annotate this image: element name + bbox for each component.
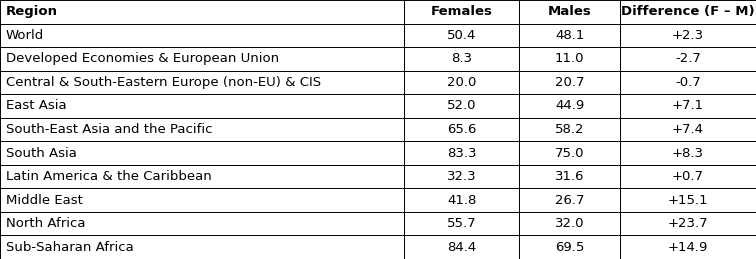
Bar (519, 94, 620, 118)
Bar (519, 235, 620, 259)
Bar (519, 141, 620, 165)
Text: +23.7: +23.7 (668, 217, 708, 230)
Bar (404, 188, 519, 212)
Text: +8.3: +8.3 (672, 147, 704, 160)
Text: +15.1: +15.1 (668, 194, 708, 207)
Bar (620, 188, 756, 212)
Text: 31.6: 31.6 (555, 170, 584, 183)
Text: 58.2: 58.2 (555, 123, 584, 136)
Text: 55.7: 55.7 (447, 217, 477, 230)
Text: 69.5: 69.5 (555, 241, 584, 254)
Bar (0, 212, 404, 235)
Text: Developed Economies & European Union: Developed Economies & European Union (6, 52, 279, 65)
Bar (404, 141, 519, 165)
Text: Females: Females (431, 5, 493, 18)
Text: Sub-Saharan Africa: Sub-Saharan Africa (6, 241, 134, 254)
Bar (620, 212, 756, 235)
Text: 84.4: 84.4 (448, 241, 476, 254)
Bar (519, 24, 620, 47)
Bar (620, 0, 756, 24)
Bar (519, 0, 620, 24)
Text: +14.9: +14.9 (668, 241, 708, 254)
Bar (404, 47, 519, 71)
Bar (0, 94, 404, 118)
Text: World: World (6, 29, 45, 42)
Bar (519, 71, 620, 94)
Bar (620, 24, 756, 47)
Text: South Asia: South Asia (6, 147, 77, 160)
Bar (404, 24, 519, 47)
Bar (404, 212, 519, 235)
Bar (519, 165, 620, 188)
Text: 26.7: 26.7 (555, 194, 584, 207)
Text: Central & South-Eastern Europe (non-EU) & CIS: Central & South-Eastern Europe (non-EU) … (6, 76, 321, 89)
Bar (0, 118, 404, 141)
Text: 32.0: 32.0 (555, 217, 584, 230)
Text: 8.3: 8.3 (451, 52, 472, 65)
Bar (620, 94, 756, 118)
Bar (404, 235, 519, 259)
Text: 65.6: 65.6 (448, 123, 476, 136)
Bar (404, 165, 519, 188)
Text: -0.7: -0.7 (675, 76, 701, 89)
Bar (0, 0, 404, 24)
Text: 32.3: 32.3 (447, 170, 477, 183)
Text: North Africa: North Africa (6, 217, 85, 230)
Bar (620, 235, 756, 259)
Text: 50.4: 50.4 (448, 29, 476, 42)
Bar (620, 71, 756, 94)
Text: 44.9: 44.9 (555, 99, 584, 112)
Bar (620, 165, 756, 188)
Bar (0, 188, 404, 212)
Text: 75.0: 75.0 (555, 147, 584, 160)
Bar (404, 94, 519, 118)
Text: Males: Males (548, 5, 591, 18)
Text: South-East Asia and the Pacific: South-East Asia and the Pacific (6, 123, 212, 136)
Bar (519, 118, 620, 141)
Bar (519, 212, 620, 235)
Bar (404, 71, 519, 94)
Bar (620, 141, 756, 165)
Bar (404, 118, 519, 141)
Bar (0, 165, 404, 188)
Text: +0.7: +0.7 (672, 170, 704, 183)
Text: 52.0: 52.0 (447, 99, 477, 112)
Text: 20.7: 20.7 (555, 76, 584, 89)
Text: Middle East: Middle East (6, 194, 83, 207)
Bar (0, 24, 404, 47)
Text: +7.4: +7.4 (672, 123, 704, 136)
Bar (0, 47, 404, 71)
Text: 20.0: 20.0 (448, 76, 476, 89)
Text: -2.7: -2.7 (675, 52, 701, 65)
Text: 41.8: 41.8 (448, 194, 476, 207)
Bar (0, 235, 404, 259)
Bar (519, 47, 620, 71)
Text: East Asia: East Asia (6, 99, 67, 112)
Text: Latin America & the Caribbean: Latin America & the Caribbean (6, 170, 212, 183)
Bar (519, 188, 620, 212)
Text: +7.1: +7.1 (672, 99, 704, 112)
Bar (404, 0, 519, 24)
Text: +2.3: +2.3 (672, 29, 704, 42)
Text: Difference (F – M): Difference (F – M) (621, 5, 754, 18)
Text: 48.1: 48.1 (555, 29, 584, 42)
Bar (0, 71, 404, 94)
Bar (0, 141, 404, 165)
Text: 83.3: 83.3 (447, 147, 477, 160)
Text: 11.0: 11.0 (555, 52, 584, 65)
Text: Region: Region (6, 5, 58, 18)
Bar (620, 118, 756, 141)
Bar (620, 47, 756, 71)
